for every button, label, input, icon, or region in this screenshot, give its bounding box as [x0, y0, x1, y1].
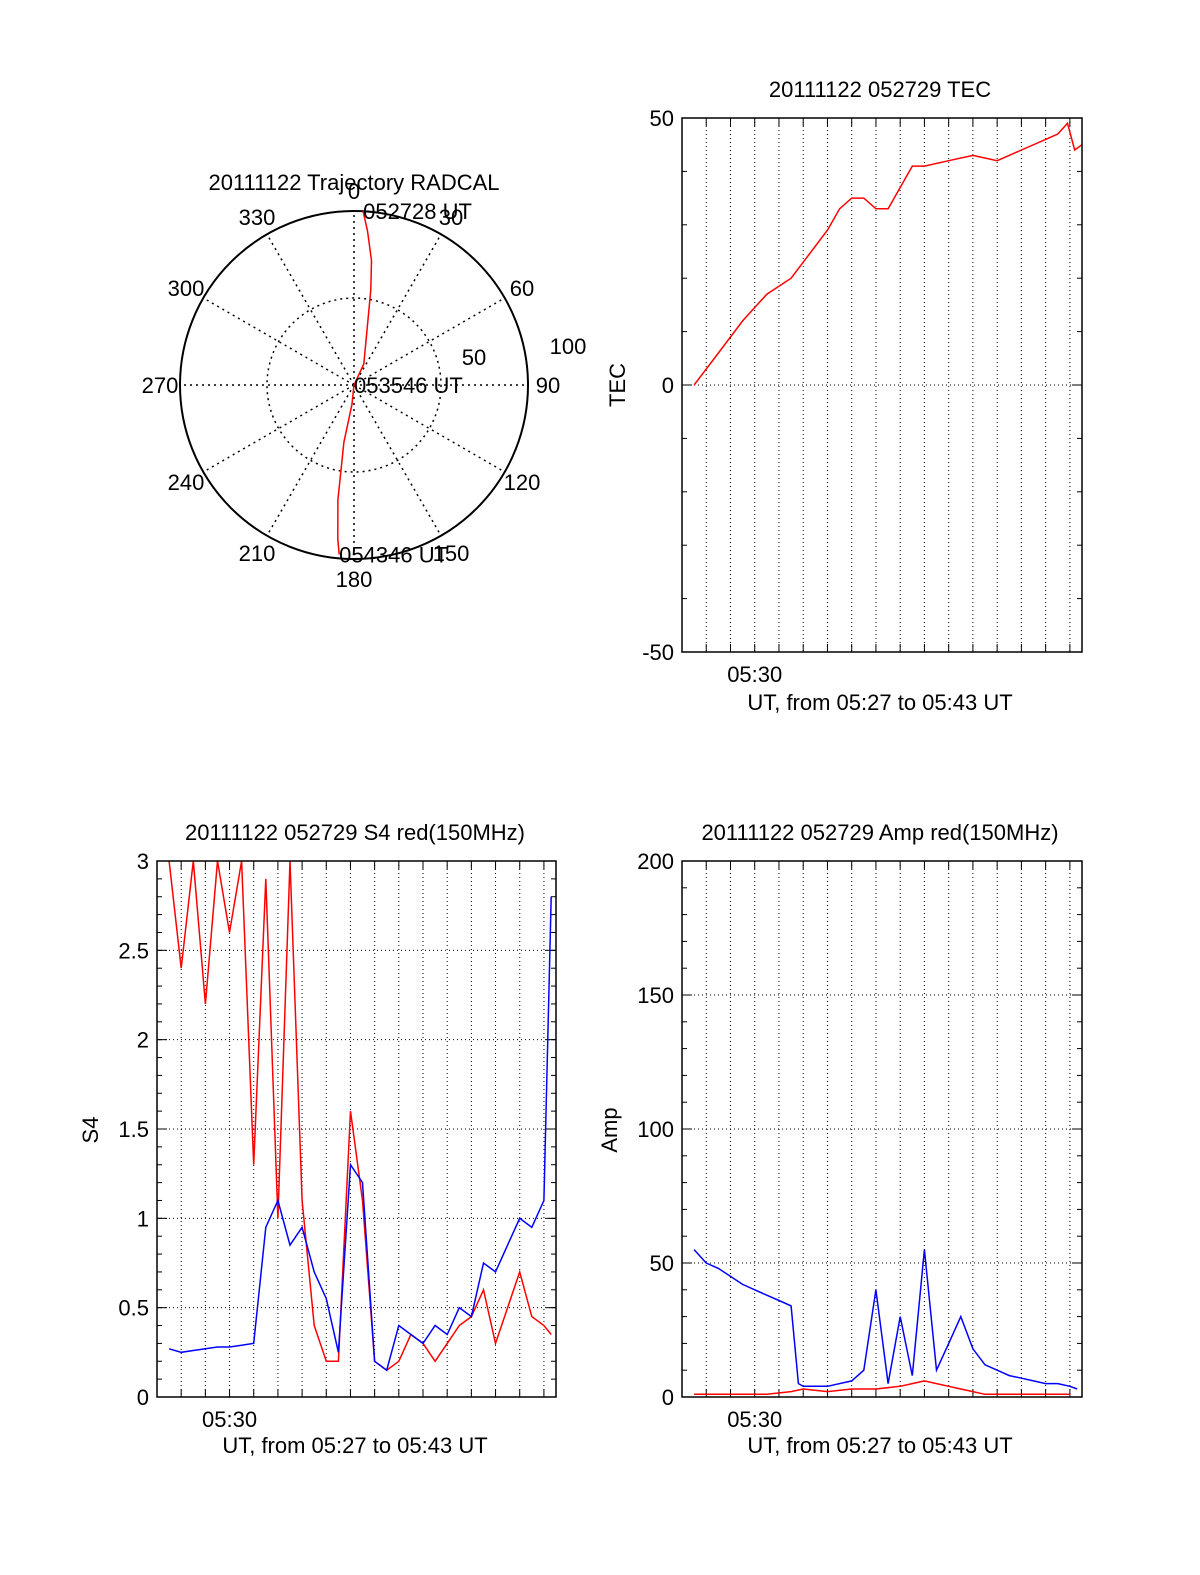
s4-title: 20111122 052729 S4 red(150MHz)	[185, 820, 525, 845]
polar-angle-label: 330	[239, 205, 276, 230]
trajectory-polar-panel: 20111122 Trajectory RADCAL 0 30 60 90 120 150…	[142, 170, 587, 592]
polar-spoke	[266, 233, 355, 386]
amp-ytick-label: 0	[662, 1385, 674, 1410]
amp-ytick-label: 150	[637, 983, 674, 1008]
s4-ylabel: S4	[78, 1117, 103, 1144]
polar-angle-label: 0	[348, 179, 360, 204]
amp-ytick-label: 100	[637, 1117, 674, 1142]
tec-ytick-label: 50	[650, 106, 674, 131]
polar-trajectory-series	[337, 211, 373, 555]
polar-angle-label: 30	[439, 205, 463, 230]
tec-panel: 20111122 052729 TEC TEC UT, from 05:27 t…	[605, 77, 1083, 715]
polar-time-annotation: 052728 UT	[363, 199, 472, 224]
s4-xlabel: UT, from 05:27 to 05:43 UT	[222, 1433, 487, 1458]
tec-axes-frame	[681, 117, 1083, 653]
amp-panel: 20111122 052729 Amp red(150MHz) Amp UT, …	[597, 820, 1083, 1458]
tec-xlabel: UT, from 05:27 to 05:43 UT	[747, 690, 1012, 715]
polar-inner-circle	[266, 297, 442, 473]
amp-ytick-label: 50	[650, 1251, 674, 1276]
polar-radial-label: 100	[550, 334, 587, 359]
polar-angle-label: 180	[336, 567, 373, 592]
amp-title: 20111122 052729 Amp red(150MHz)	[701, 820, 1058, 845]
polar-angle-label: 240	[168, 470, 205, 495]
s4-axes-frame	[156, 860, 557, 1398]
polar-time-annotation: 053546 UT	[354, 373, 463, 398]
polar-radial-label: 50	[462, 345, 486, 370]
s4-ytick-label: 3	[137, 849, 149, 874]
s4-ytick-label: 1	[137, 1206, 149, 1231]
tec-plot-area: -50 0 50 05:30	[642, 106, 1083, 687]
amp-series-line-1	[694, 1380, 1070, 1396]
amp-xtick-label: 05:30	[727, 1407, 782, 1432]
s4-ytick-label: 2.5	[118, 938, 149, 963]
polar-spoke	[353, 233, 442, 386]
polar-spoke	[353, 384, 506, 473]
polar-title: 20111122 Trajectory RADCAL	[208, 170, 499, 195]
s4-xtick-label: 05:30	[202, 1407, 257, 1432]
tec-title: 20111122 052729 TEC	[769, 77, 991, 102]
polar-spoke	[266, 384, 355, 537]
amp-ylabel: Amp	[597, 1107, 622, 1152]
polar-angle-label: 90	[536, 373, 560, 398]
amp-series-line-0	[693, 1249, 1078, 1390]
polar-angle-label: 300	[168, 276, 205, 301]
amp-axes-frame	[681, 860, 1083, 1398]
polar-spoke	[202, 384, 355, 473]
s4-series-line-0	[168, 860, 552, 1372]
polar-trajectory-line	[337, 211, 373, 555]
polar-spoke	[353, 384, 442, 537]
polar-spoke	[202, 297, 355, 386]
s4-ytick-label: 2	[137, 1028, 149, 1053]
tec-ytick-label: -50	[642, 640, 674, 665]
tec-xtick-label: 05:30	[727, 662, 782, 687]
amp-xlabel: UT, from 05:27 to 05:43 UT	[747, 1433, 1012, 1458]
s4-series-line-1	[168, 896, 552, 1372]
polar-angle-label: 210	[239, 541, 276, 566]
polar-angle-label: 60	[510, 276, 534, 301]
polar-grid	[179, 210, 529, 560]
polar-labels: 0 30 60 90 120 150 180 210 240 270 300 330 50 100 0527…	[142, 179, 587, 592]
polar-time-annotation: 054346 UT	[339, 542, 448, 567]
polar-outer-circle	[179, 210, 529, 560]
s4-panel: 20111122 052729 S4 red(150MHz) S4 UT, fr…	[78, 820, 557, 1458]
amp-plot-area: 0 50 100 150 200 05:30	[637, 849, 1083, 1432]
tec-ytick-label: 0	[662, 373, 674, 398]
s4-plot-area: 0 0.5 1 1.5 2 2.5 3 05:30	[118, 849, 557, 1432]
amp-ytick-label: 200	[637, 849, 674, 874]
s4-ytick-label: 1.5	[118, 1117, 149, 1142]
polar-spoke	[353, 297, 506, 386]
polar-angle-label: 270	[142, 373, 179, 398]
tec-ylabel: TEC	[605, 363, 630, 407]
tec-series-line-0	[693, 121, 1083, 386]
polar-angle-label: 120	[504, 470, 541, 495]
s4-ytick-label: 0.5	[118, 1296, 149, 1321]
s4-ytick-label: 0	[137, 1385, 149, 1410]
polar-angle-label: 150	[433, 541, 470, 566]
